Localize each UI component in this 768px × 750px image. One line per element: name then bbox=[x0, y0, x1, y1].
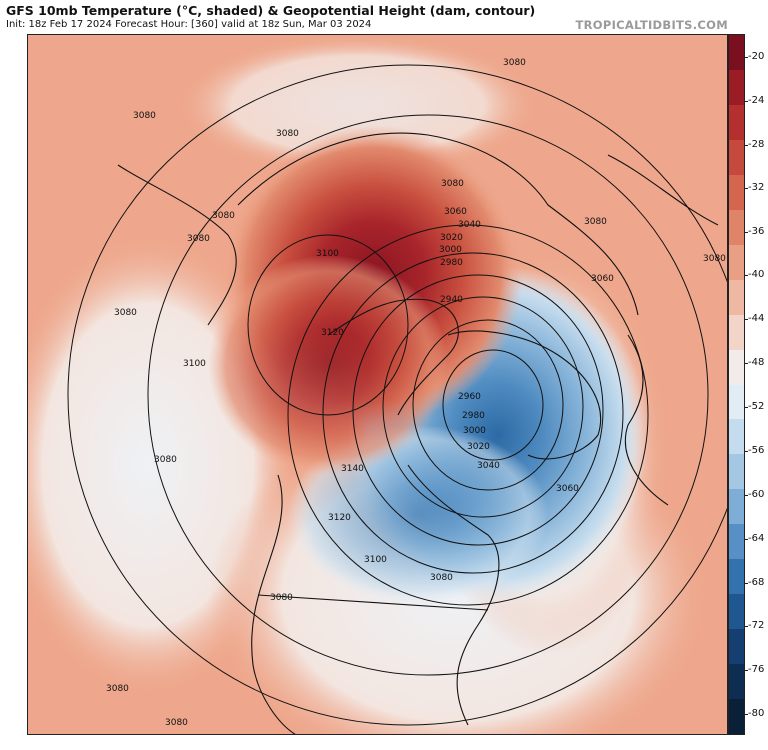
colorbar-swatch bbox=[729, 419, 744, 455]
colorbar-label: -68 bbox=[748, 577, 765, 588]
colorbar-tick bbox=[745, 57, 748, 58]
contour-label: 3080 bbox=[703, 254, 726, 264]
colorbar-tick bbox=[745, 407, 748, 408]
colorbar-swatch bbox=[729, 35, 744, 71]
contour-label: 3000 bbox=[463, 426, 486, 436]
map-title: GFS 10mb Temperature (°C, shaded) & Geop… bbox=[6, 3, 536, 18]
colorbar-swatch bbox=[729, 244, 744, 281]
colorbar-label: -64 bbox=[748, 533, 765, 544]
contour-label: 3080 bbox=[276, 129, 299, 139]
contour-label: 3080 bbox=[133, 111, 156, 121]
contour-label: 3100 bbox=[183, 359, 206, 369]
colorbar-tick bbox=[745, 319, 748, 320]
contour-label: 3080 bbox=[584, 217, 607, 227]
temperature-field: 3080 3080 3080 3080 3080 3080 3080 3080 … bbox=[28, 35, 727, 734]
colorbar-swatch bbox=[729, 594, 744, 630]
contour-label: 3040 bbox=[458, 220, 481, 230]
colorbar-label: -76 bbox=[748, 664, 765, 675]
contour-label: 3020 bbox=[467, 442, 490, 452]
colorbar-label: -72 bbox=[748, 620, 765, 631]
contour-label: 3080 bbox=[212, 211, 235, 221]
colorbar-label: -48 bbox=[748, 357, 765, 368]
contour-label: 3100 bbox=[316, 249, 339, 259]
contour-label: 3060 bbox=[591, 274, 614, 284]
contour-label: 3120 bbox=[328, 513, 351, 523]
colorbar-swatch bbox=[729, 699, 744, 735]
colorbar-swatch bbox=[729, 489, 744, 525]
colorbar-swatch bbox=[729, 454, 744, 490]
contour-label: 3080 bbox=[503, 58, 526, 68]
height-contours bbox=[67, 64, 727, 726]
contour-label: 3060 bbox=[556, 484, 579, 494]
colorbar-swatch bbox=[729, 104, 744, 141]
map-subtitle: Init: 18z Feb 17 2024 Forecast Hour: [36… bbox=[6, 19, 372, 30]
colorbar-tick bbox=[745, 714, 748, 715]
colorbar-swatch bbox=[729, 279, 744, 316]
colorbar-tick bbox=[745, 539, 748, 540]
colorbar-label: -24 bbox=[748, 95, 765, 106]
contour-label: 3080 bbox=[154, 455, 177, 465]
colorbar-swatch bbox=[729, 524, 744, 560]
colorbar-tick bbox=[745, 101, 748, 102]
colorbar-swatch bbox=[729, 384, 744, 420]
colorbar-label: -28 bbox=[748, 139, 765, 150]
contour-label: 3100 bbox=[364, 555, 387, 565]
colorbar-label: -52 bbox=[748, 401, 765, 412]
colorbar-swatch bbox=[729, 559, 744, 595]
colorbar-swatch bbox=[729, 174, 744, 211]
contour-label: 3120 bbox=[321, 328, 344, 338]
colorbar-tick bbox=[745, 495, 748, 496]
contour-label: 3080 bbox=[165, 718, 188, 728]
colorbar-label: -80 bbox=[748, 708, 765, 719]
contour-label: 3080 bbox=[430, 573, 453, 583]
contour-label: 3000 bbox=[439, 245, 462, 255]
colorbar-label: -40 bbox=[748, 269, 765, 280]
colorbar-tick bbox=[745, 670, 748, 671]
colorbar-tick bbox=[745, 188, 748, 189]
contour-label: 2980 bbox=[440, 258, 463, 268]
colorbar-label: -20 bbox=[748, 51, 765, 62]
colorbar-tick bbox=[745, 145, 748, 146]
contour-label: 3020 bbox=[440, 233, 463, 243]
contour-label: 2980 bbox=[462, 411, 485, 421]
contour-label: 3080 bbox=[187, 234, 210, 244]
colorbar-label: -56 bbox=[748, 445, 765, 456]
contour-label: 2940 bbox=[440, 295, 463, 305]
colorbar-label: -60 bbox=[748, 489, 765, 500]
contour-label: 2960 bbox=[458, 392, 481, 402]
colorbar-label: -44 bbox=[748, 313, 765, 324]
colorbar-label: -32 bbox=[748, 182, 765, 193]
colorbar-tick bbox=[745, 232, 748, 233]
contour-label: 3080 bbox=[106, 684, 129, 694]
contour-label: 3080 bbox=[270, 593, 293, 603]
colorbar-swatch bbox=[729, 629, 744, 665]
colorbar-tick bbox=[745, 626, 748, 627]
colorbar-swatch bbox=[729, 69, 744, 106]
colorbar-swatch bbox=[729, 209, 744, 246]
colorbar-tick bbox=[745, 451, 748, 452]
colorbar-tick bbox=[745, 275, 748, 276]
colorbar-tick bbox=[745, 583, 748, 584]
colorbar-swatch bbox=[729, 664, 744, 700]
colorbar-swatch bbox=[729, 139, 744, 176]
contour-label: 3060 bbox=[444, 207, 467, 217]
map-panel: 3080 3080 3080 3080 3080 3080 3080 3080 … bbox=[27, 34, 728, 735]
colorbar-label: -36 bbox=[748, 226, 765, 237]
temperature-colorbar bbox=[728, 34, 745, 735]
colorbar-swatch bbox=[729, 314, 744, 351]
colorbar-tick bbox=[745, 363, 748, 364]
colorbar-swatch bbox=[729, 349, 744, 385]
contour-label: 3140 bbox=[341, 464, 364, 474]
contour-label: 3080 bbox=[441, 179, 464, 189]
contour-label: 3040 bbox=[477, 461, 500, 471]
site-brand: TROPICALTIDBITS.COM bbox=[575, 18, 728, 32]
contour-label: 3080 bbox=[114, 308, 137, 318]
contour-label-group: 3080 3080 3080 3080 3080 3080 3080 3080 … bbox=[106, 58, 726, 728]
